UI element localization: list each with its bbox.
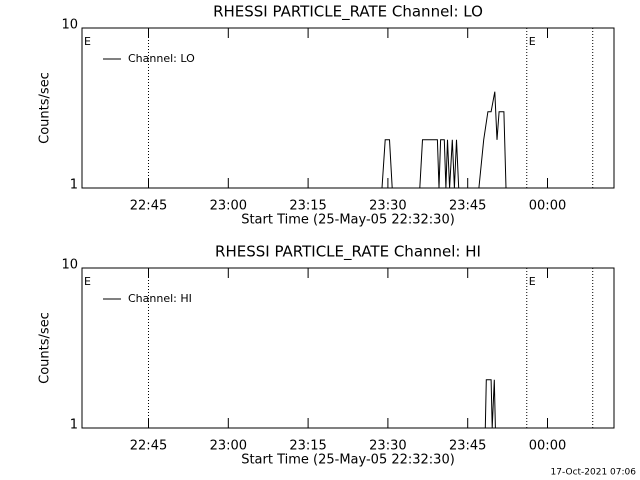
annotation: E	[529, 35, 536, 48]
chart-title: RHESSI PARTICLE_RATE Channel: HI	[215, 243, 481, 262]
x-axis-label: Start Time (25-May-05 22:32:30)	[241, 453, 455, 468]
x-tick-label: 23:15	[289, 439, 326, 454]
x-tick-label: 22:45	[130, 199, 167, 214]
y-tick-label: 1	[70, 418, 78, 433]
annotation: E	[84, 275, 91, 288]
annotation: E	[84, 35, 91, 48]
legend-label: Channel: HI	[128, 292, 192, 305]
x-tick-label: 23:15	[289, 199, 326, 214]
x-tick-label: 23:00	[210, 439, 247, 454]
y-tick-label: 1	[70, 178, 78, 193]
y-tick-label: 10	[61, 258, 78, 273]
x-tick-label: 23:45	[449, 199, 486, 214]
annotation: E	[529, 275, 536, 288]
x-tick-label: 23:30	[369, 439, 406, 454]
data-line	[82, 91, 614, 189]
y-tick-label: 10	[61, 18, 78, 33]
x-tick-label: 00:00	[529, 199, 566, 214]
x-tick-label: 23:00	[210, 199, 247, 214]
y-axis-label: Counts/sec	[38, 312, 53, 384]
chart-title: RHESSI PARTICLE_RATE Channel: LO	[213, 3, 483, 22]
data-line	[82, 379, 614, 429]
x-tick-label: 00:00	[529, 439, 566, 454]
x-tick-label: 23:30	[369, 199, 406, 214]
x-tick-label: 22:45	[130, 439, 167, 454]
x-tick-label: 23:45	[449, 439, 486, 454]
y-axis-label: Counts/sec	[38, 72, 53, 144]
x-axis-label: Start Time (25-May-05 22:32:30)	[241, 213, 455, 228]
footer: 17-Oct-2021 07:06	[551, 468, 637, 478]
legend-label: Channel: LO	[128, 52, 195, 65]
